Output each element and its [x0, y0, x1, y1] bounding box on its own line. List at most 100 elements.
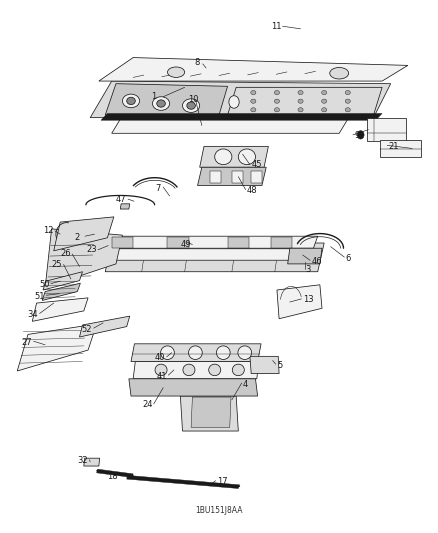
Polygon shape	[210, 172, 221, 183]
Ellipse shape	[127, 97, 135, 104]
Text: 49: 49	[180, 239, 191, 248]
Text: 32: 32	[78, 456, 88, 465]
Polygon shape	[367, 118, 406, 141]
Polygon shape	[84, 458, 100, 466]
Ellipse shape	[251, 108, 256, 112]
Ellipse shape	[229, 96, 239, 108]
Ellipse shape	[152, 97, 170, 110]
Ellipse shape	[321, 108, 327, 112]
Text: 10: 10	[188, 95, 198, 104]
Ellipse shape	[238, 346, 251, 359]
Polygon shape	[43, 272, 82, 290]
Text: 2: 2	[74, 233, 79, 243]
Ellipse shape	[161, 346, 174, 359]
Text: 1: 1	[152, 92, 157, 101]
Ellipse shape	[167, 67, 185, 77]
Text: 13: 13	[303, 295, 313, 304]
Polygon shape	[112, 119, 348, 133]
Polygon shape	[120, 204, 130, 209]
Text: 40: 40	[155, 353, 166, 362]
Ellipse shape	[357, 131, 364, 139]
Polygon shape	[251, 172, 262, 183]
Ellipse shape	[274, 91, 279, 95]
Text: 17: 17	[217, 477, 227, 486]
Ellipse shape	[208, 364, 221, 376]
Ellipse shape	[298, 91, 303, 95]
Text: 1BU151J8AA: 1BU151J8AA	[195, 506, 243, 515]
Text: 46: 46	[311, 257, 322, 266]
Polygon shape	[45, 229, 123, 287]
Text: 50: 50	[39, 280, 49, 289]
Ellipse shape	[238, 149, 255, 165]
Polygon shape	[99, 58, 408, 81]
Polygon shape	[131, 344, 261, 361]
Ellipse shape	[345, 108, 350, 112]
Polygon shape	[200, 147, 268, 167]
Ellipse shape	[122, 94, 140, 108]
Ellipse shape	[232, 364, 244, 376]
Polygon shape	[129, 379, 258, 396]
Ellipse shape	[188, 346, 202, 359]
Polygon shape	[90, 81, 391, 118]
Ellipse shape	[183, 364, 195, 376]
Text: 52: 52	[82, 325, 92, 334]
Polygon shape	[105, 84, 228, 115]
Ellipse shape	[345, 91, 350, 95]
Ellipse shape	[183, 99, 200, 112]
Polygon shape	[180, 396, 238, 431]
Text: 21: 21	[389, 142, 399, 151]
Text: 8: 8	[194, 58, 200, 67]
Text: 6: 6	[346, 254, 351, 263]
Ellipse shape	[274, 108, 279, 112]
Text: 47: 47	[116, 195, 127, 204]
Text: 3: 3	[305, 264, 310, 273]
Polygon shape	[198, 167, 266, 185]
Ellipse shape	[215, 149, 232, 165]
Text: 27: 27	[21, 338, 32, 347]
Ellipse shape	[298, 99, 303, 103]
Polygon shape	[277, 285, 322, 319]
Ellipse shape	[330, 68, 349, 79]
Polygon shape	[380, 140, 421, 157]
Polygon shape	[17, 324, 97, 371]
Text: 25: 25	[52, 260, 62, 269]
Text: 9: 9	[354, 132, 360, 140]
Text: 4: 4	[243, 379, 248, 389]
Polygon shape	[105, 243, 324, 272]
Text: 45: 45	[251, 160, 261, 169]
Text: 34: 34	[27, 310, 38, 319]
Polygon shape	[228, 237, 249, 248]
Ellipse shape	[216, 346, 230, 359]
Polygon shape	[250, 357, 279, 374]
Ellipse shape	[251, 91, 256, 95]
Text: 7: 7	[155, 184, 161, 192]
Text: 41: 41	[157, 372, 167, 381]
Polygon shape	[133, 361, 259, 379]
Ellipse shape	[155, 364, 167, 376]
Ellipse shape	[274, 99, 279, 103]
Polygon shape	[288, 248, 322, 264]
Polygon shape	[71, 236, 318, 248]
Polygon shape	[191, 397, 231, 427]
Text: 12: 12	[43, 227, 54, 236]
Polygon shape	[97, 469, 133, 478]
Ellipse shape	[298, 108, 303, 112]
Polygon shape	[271, 237, 292, 248]
Ellipse shape	[157, 100, 165, 107]
Text: 24: 24	[142, 400, 152, 409]
Ellipse shape	[345, 99, 350, 103]
Ellipse shape	[321, 99, 327, 103]
Polygon shape	[112, 237, 133, 248]
Polygon shape	[54, 217, 114, 251]
Polygon shape	[232, 172, 243, 183]
Polygon shape	[228, 87, 382, 115]
Polygon shape	[32, 298, 88, 321]
Polygon shape	[101, 114, 382, 120]
Text: 48: 48	[247, 186, 258, 195]
Polygon shape	[73, 249, 315, 260]
Text: 5: 5	[277, 361, 282, 370]
Text: 18: 18	[107, 472, 118, 481]
Ellipse shape	[187, 102, 195, 109]
Text: 26: 26	[60, 249, 71, 259]
Text: 11: 11	[271, 22, 281, 31]
